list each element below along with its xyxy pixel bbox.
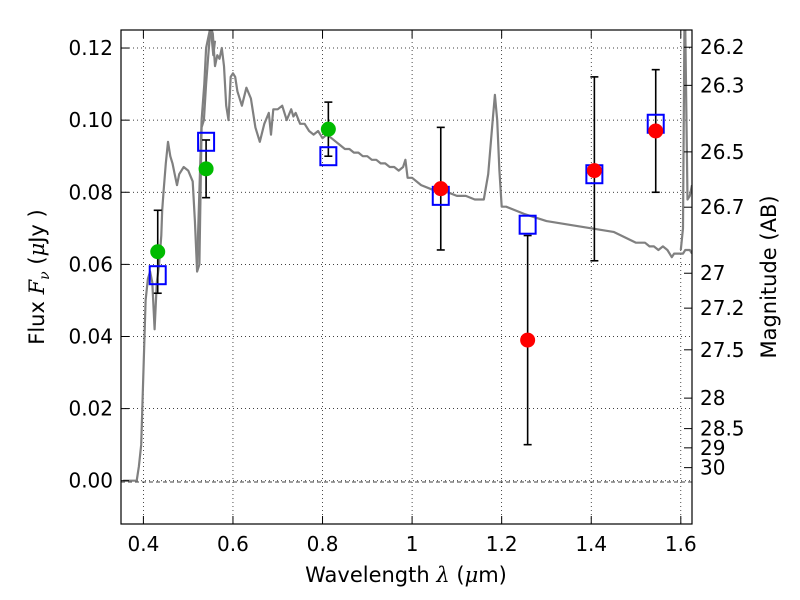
- nir-point: [648, 123, 664, 139]
- point-layer: [148, 113, 665, 348]
- sed-curve: [123, 30, 692, 482]
- y2-tick-label: 26.5: [700, 140, 745, 164]
- y2-tick-label: 26.2: [700, 35, 745, 59]
- grid-layer: [121, 30, 692, 524]
- model-square: [197, 131, 216, 152]
- sed-curve-feature: [679, 30, 692, 251]
- x-tick-label: 0.4: [127, 532, 159, 556]
- y2-tick-label: 29: [700, 436, 725, 460]
- y-tick-label: 0.00: [68, 469, 113, 493]
- nir-point: [520, 332, 536, 348]
- y2-tick-label: 28: [700, 386, 725, 410]
- sed-curve-layer: [123, 30, 692, 482]
- y-tick-label: 0.08: [68, 180, 113, 204]
- x-tick-label: 1.6: [665, 532, 697, 556]
- tick-layer: 0.4 0.6 0.8 1 1.2 1.4 1.6 0.00 0.02 0.04 0.06 0.08 0…: [68, 30, 745, 556]
- y2-tick-label: 26.7: [700, 195, 745, 219]
- plot-frame: [120, 29, 693, 525]
- y-axis-label: Flux Fν (μJy ): [25, 209, 53, 344]
- x-tick-label: 0.8: [307, 532, 339, 556]
- model-square: [518, 214, 537, 235]
- x-axis-label: Wavelength λ (μm): [305, 563, 507, 587]
- y-tick-label: 0.12: [68, 36, 113, 60]
- nir-point: [586, 163, 602, 179]
- y-tick-label: 0.02: [68, 397, 113, 421]
- y2-tick-label: 27: [700, 261, 725, 285]
- nir-point: [433, 181, 449, 197]
- x-tick-label: 0.6: [217, 532, 249, 556]
- y2-tick-label: 27.5: [700, 338, 745, 362]
- y-tick-label: 0.06: [68, 252, 113, 276]
- x-tick-label: 1: [406, 532, 419, 556]
- sed-curve-feature: [196, 30, 217, 265]
- x-tick-label: 1.4: [575, 532, 607, 556]
- y2-tick-label: 28.5: [700, 417, 745, 441]
- y2-tick-label: 27.2: [700, 296, 745, 320]
- y2-axis-label: Magnitude (AB): [757, 195, 781, 358]
- model-square: [148, 265, 167, 286]
- optical-point: [198, 161, 214, 177]
- y2-tick-label: 30: [700, 456, 725, 480]
- y2-tick-label: 26.3: [700, 73, 745, 97]
- optical-point: [150, 244, 166, 260]
- model-square: [319, 146, 338, 167]
- optical-point: [320, 121, 336, 137]
- x-tick-label: 1.2: [486, 532, 518, 556]
- y-tick-label: 0.04: [68, 324, 113, 348]
- errorbar-layer: [153, 68, 660, 446]
- y-tick-label: 0.10: [68, 108, 113, 132]
